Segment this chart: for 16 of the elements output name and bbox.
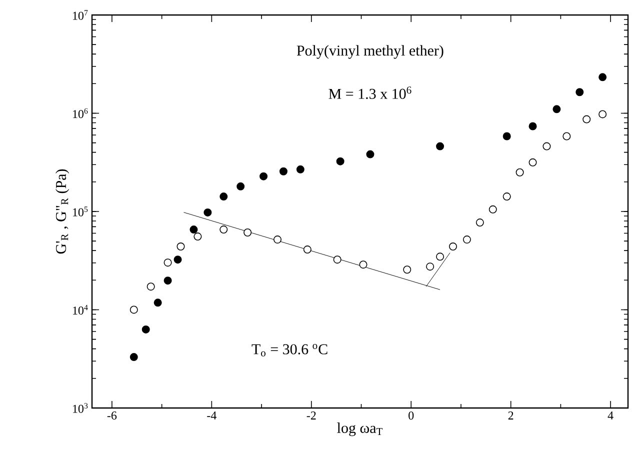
x-tick-label: -4 bbox=[207, 412, 216, 420]
x-axis-title: log ωa$_{T}$ bbox=[337, 422, 383, 436]
x-tick-label: -6 bbox=[107, 412, 117, 420]
y-axis-title: G'$_{R}$ , G"$_{R}$ (Pa) bbox=[56, 169, 70, 254]
y-tick-label: 10$^{6}$ bbox=[73, 108, 88, 118]
y-tick-label: 10$^{3}$ bbox=[73, 403, 88, 413]
x-tick-label: -2 bbox=[306, 412, 316, 420]
y-tick-label: 10$^{4}$ bbox=[73, 304, 88, 315]
y-tick-label: 10$^{5}$ bbox=[73, 206, 88, 216]
y-tick-label: 10$^{7}$ bbox=[73, 10, 88, 20]
x-tick-label: 2 bbox=[508, 412, 514, 420]
x-tick-label: 4 bbox=[608, 412, 614, 420]
annotation: Poly(vinyl methyl ether) bbox=[296, 45, 444, 59]
annotation: M = 1.3 x 10$^{6}$ bbox=[328, 86, 412, 99]
x-tick-label: 0 bbox=[408, 412, 414, 420]
annotation: T$_{o}$ = 30.6 $^{o}$C bbox=[252, 344, 328, 356]
